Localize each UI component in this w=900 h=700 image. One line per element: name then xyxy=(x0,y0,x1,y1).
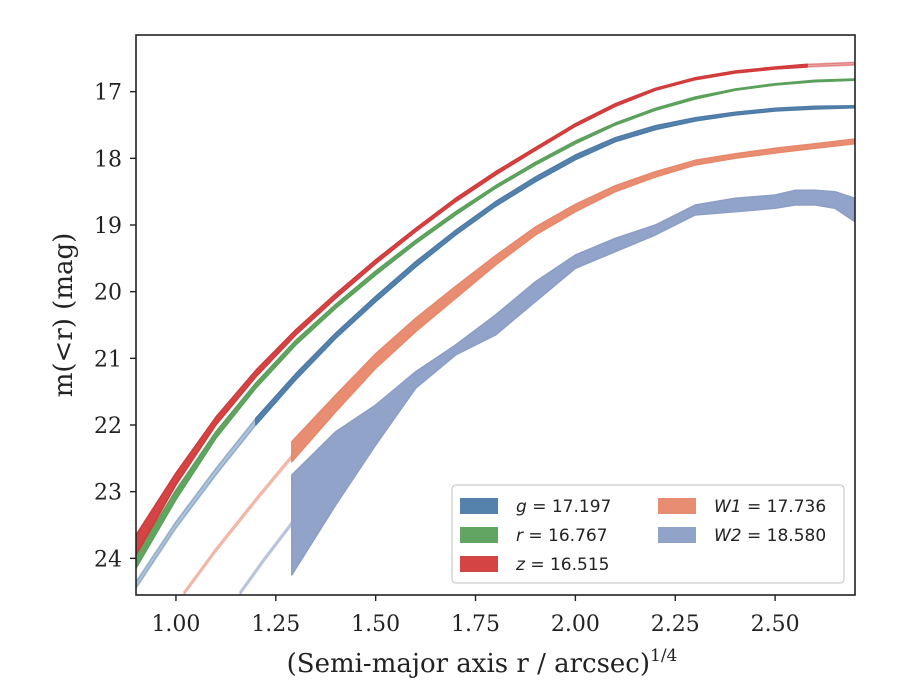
legend-label-r: r = 16.767 xyxy=(516,526,608,546)
x-tick-label: 2.50 xyxy=(751,612,800,637)
y-tick-label: 17 xyxy=(94,81,122,106)
x-tick-label: 2.00 xyxy=(551,612,600,637)
legend-swatch-w2 xyxy=(658,527,696,543)
legend-label-w2: W2 = 18.580 xyxy=(714,526,826,546)
x-tick-label: 2.25 xyxy=(651,612,700,637)
x-tick-label: 1.25 xyxy=(251,612,300,637)
legend: g = 17.197 r = 16.767 z = 16.515 W1 = 17.73… xyxy=(451,484,845,584)
legend-label-z: z = 16.515 xyxy=(515,555,609,575)
series-g-band xyxy=(255,104,855,426)
x-axis-label: (Semi-major axis r / arcsec)1/4 xyxy=(287,646,678,679)
series-z-band xyxy=(136,63,808,556)
y-tick-label: 18 xyxy=(94,147,122,172)
y-tick-label: 20 xyxy=(94,281,122,306)
y-tick-label: 21 xyxy=(94,347,122,372)
y-tick-label: 24 xyxy=(94,547,122,572)
legend-label-g: g = 17.197 xyxy=(516,497,611,517)
x-axis-label-superscript: 1/4 xyxy=(650,646,677,666)
legend-swatch-w1 xyxy=(658,498,696,514)
series-w1-band xyxy=(291,138,855,463)
y-tick-label: 23 xyxy=(94,481,122,506)
plot-frame xyxy=(135,34,856,596)
x-tick-label: 1.50 xyxy=(351,612,400,637)
legend-swatch-g xyxy=(460,498,498,514)
y-axis-ticks: 17 18 19 20 21 22 23 24 xyxy=(94,81,136,572)
legend-swatch-r xyxy=(460,527,498,543)
legend-box xyxy=(451,484,845,584)
series-w2-band xyxy=(291,189,855,576)
y-tick-label: 19 xyxy=(94,214,122,239)
legend-swatch-z xyxy=(460,556,498,572)
y-tick-label: 22 xyxy=(94,414,122,439)
x-tick-label: 1.75 xyxy=(451,612,500,637)
x-axis-ticks: 1.00 1.25 1.50 1.75 2.00 2.25 2.50 xyxy=(151,595,800,637)
x-tick-label: 1.00 xyxy=(151,612,200,637)
series-r-band xyxy=(136,78,855,570)
legend-label-w1: W1 = 17.736 xyxy=(714,497,826,517)
series-layer xyxy=(136,61,855,595)
y-axis-label: m(<r) (mag) xyxy=(49,233,79,398)
